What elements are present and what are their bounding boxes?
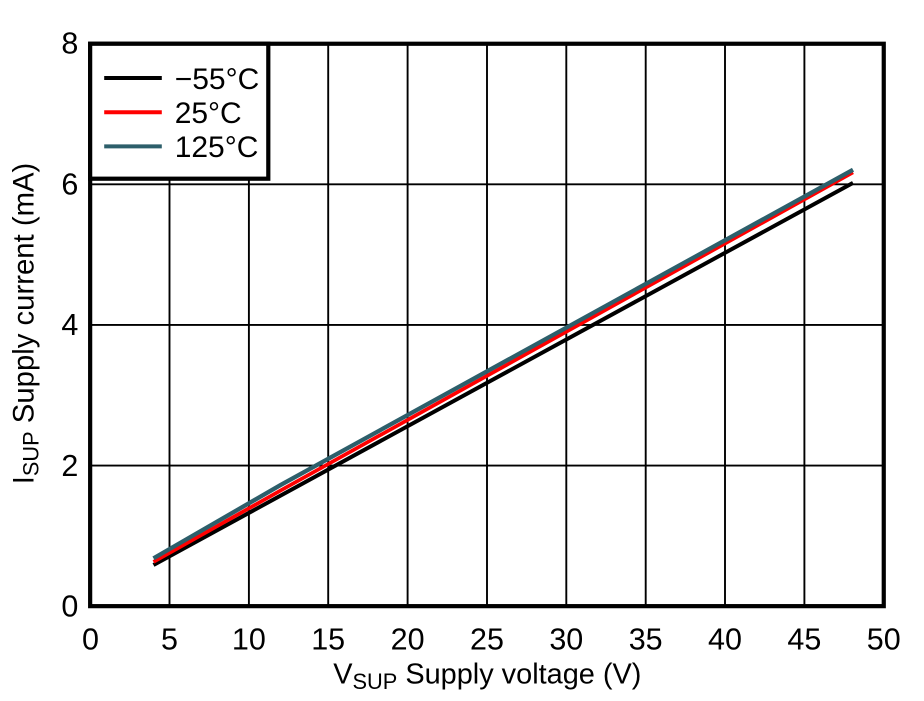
- svg-text:25°C: 25°C: [175, 97, 242, 130]
- svg-text:2: 2: [61, 449, 78, 483]
- svg-text:45: 45: [787, 623, 821, 657]
- svg-text:20: 20: [391, 623, 425, 657]
- svg-text:15: 15: [311, 623, 345, 657]
- svg-text:25: 25: [470, 623, 504, 657]
- svg-text:10: 10: [232, 623, 266, 657]
- svg-text:8: 8: [61, 27, 78, 61]
- svg-text:5: 5: [161, 623, 178, 657]
- svg-text:125°C: 125°C: [175, 131, 259, 164]
- svg-text:50: 50: [867, 623, 901, 657]
- svg-text:0: 0: [61, 590, 78, 624]
- svg-text:0: 0: [82, 623, 99, 657]
- svg-text:35: 35: [629, 623, 663, 657]
- svg-text:ISUP Supply current (mA): ISUP Supply current (mA): [8, 163, 44, 485]
- svg-text:30: 30: [549, 623, 583, 657]
- svg-text:−55°C: −55°C: [175, 63, 260, 96]
- svg-text:4: 4: [61, 308, 78, 342]
- svg-text:40: 40: [708, 623, 742, 657]
- svg-text:6: 6: [61, 168, 78, 202]
- svg-text:VSUP Supply voltage (V): VSUP Supply voltage (V): [333, 659, 641, 694]
